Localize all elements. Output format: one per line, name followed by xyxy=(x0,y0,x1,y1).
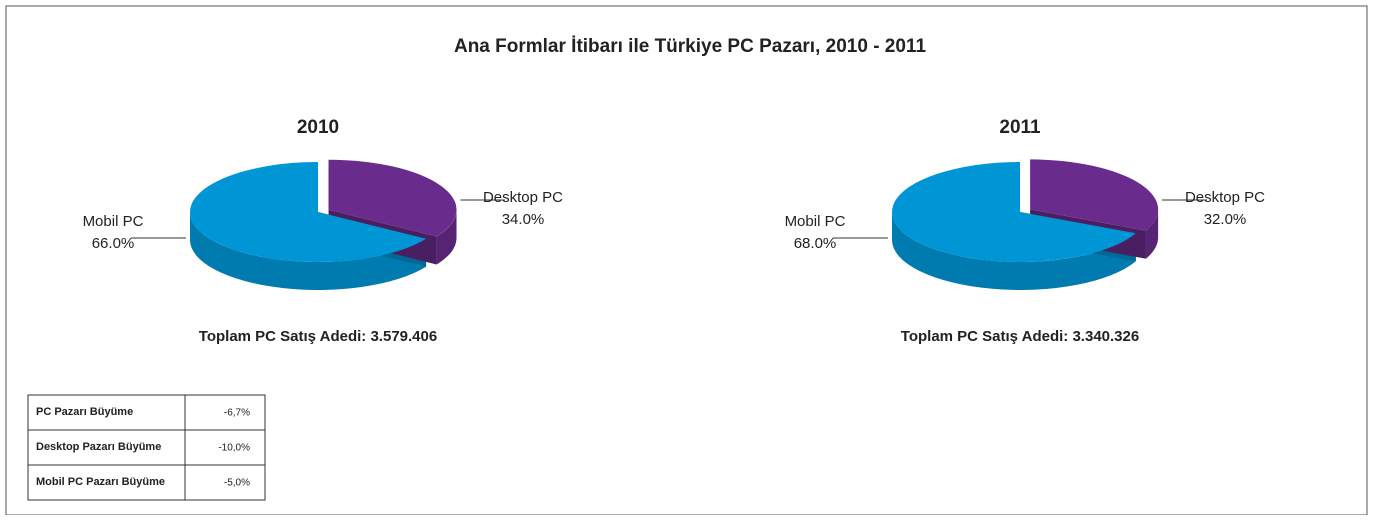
pie-slice xyxy=(892,162,1136,262)
table-cell: -6,7% xyxy=(224,408,250,419)
chart-title: Ana Formlar İtibarı ile Türkiye PC Pazar… xyxy=(454,36,926,57)
value-label: 34.0% xyxy=(502,211,545,228)
value-label: 66.0% xyxy=(92,235,135,252)
pie-subtitle: Toplam PC Satış Adedi: 3.340.326 xyxy=(901,328,1139,345)
slice-side xyxy=(436,209,457,265)
table-cell: Mobil PC Pazarı Büyüme xyxy=(36,476,165,488)
pie-slice xyxy=(1030,159,1159,231)
category-label: Mobil PC xyxy=(785,213,846,230)
pie-slice xyxy=(189,161,427,262)
slice-side xyxy=(1145,209,1159,259)
table-cell: -10,0% xyxy=(218,443,250,454)
category-label: Mobil PC xyxy=(83,213,144,230)
pie-subtitle: Toplam PC Satış Adedi: 3.579.406 xyxy=(199,328,437,345)
table-cell: Desktop Pazarı Büyüme xyxy=(36,441,161,453)
pie-slice xyxy=(328,159,457,237)
category-label: Desktop PC xyxy=(1185,189,1265,206)
slice-side xyxy=(190,212,427,291)
table xyxy=(27,394,266,501)
value-label: 68.0% xyxy=(794,235,837,252)
pie-title: 2010 xyxy=(297,117,339,138)
category-label: Desktop PC xyxy=(483,189,563,206)
slice-side xyxy=(892,212,1136,291)
table-cell: -5,0% xyxy=(224,478,250,489)
value-label: 32.0% xyxy=(1204,211,1247,228)
table-cell: PC Pazarı Büyüme xyxy=(36,406,133,418)
pie-title: 2011 xyxy=(999,117,1041,138)
